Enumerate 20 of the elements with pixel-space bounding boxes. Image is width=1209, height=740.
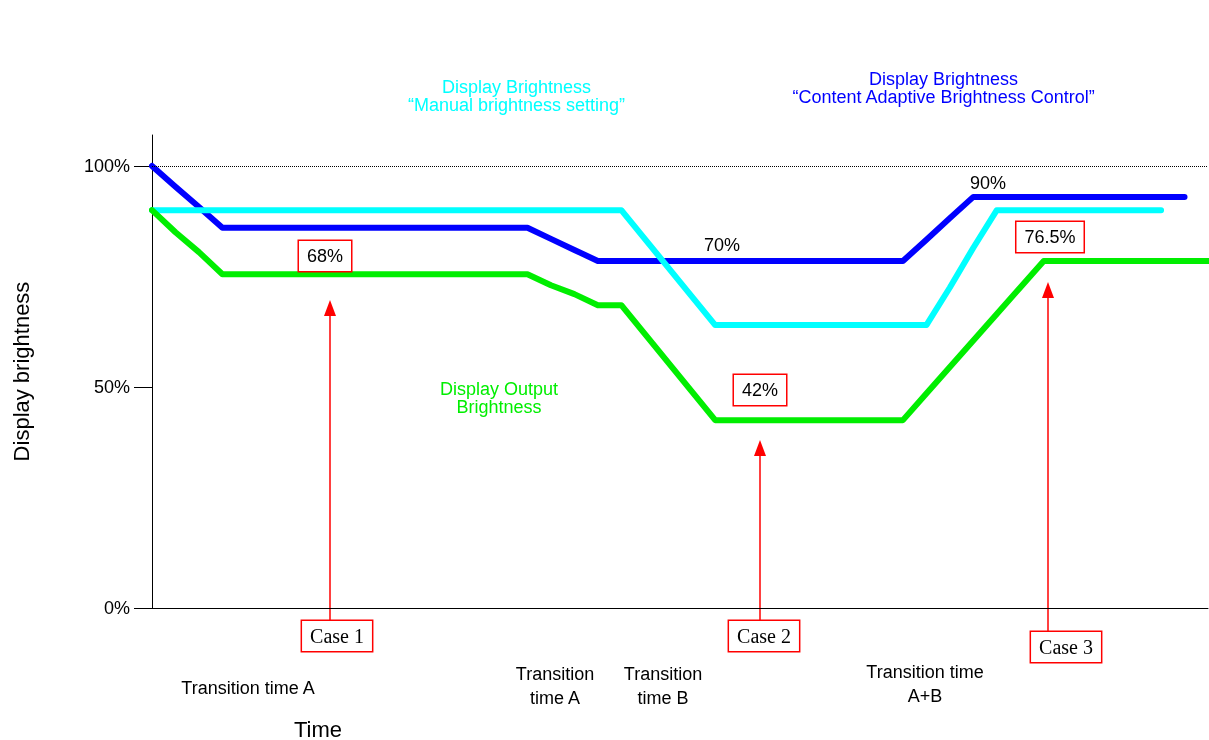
text: Transition time B xyxy=(623,664,703,708)
text: Display Brightness “Manual brightness setting” xyxy=(408,77,626,115)
text: Transition time A xyxy=(515,664,595,708)
annotation: 90% xyxy=(969,173,1007,193)
text: Transition time A xyxy=(181,678,315,698)
annotation: 76.5% xyxy=(1024,227,1076,247)
annotation: 70% xyxy=(703,235,741,255)
annotation: 42% xyxy=(741,380,779,400)
text: Transition time A+B xyxy=(866,662,984,706)
x-axis-title: Time xyxy=(293,716,342,740)
text: Case 2 xyxy=(737,625,791,647)
text: Case 1 xyxy=(310,625,364,647)
text: Display Brightness “Content Adaptive Brightness Control” xyxy=(792,69,1095,107)
y-tick-label: 50% xyxy=(93,376,130,397)
text: Display Output Brightness xyxy=(440,379,559,417)
y-axis-title: Display brightness xyxy=(8,281,34,462)
text: Case 3 xyxy=(1039,636,1093,658)
y-tick-label: 100% xyxy=(83,155,130,176)
y-tick-label: 0% xyxy=(103,598,130,618)
annotation: 68% xyxy=(306,246,344,266)
